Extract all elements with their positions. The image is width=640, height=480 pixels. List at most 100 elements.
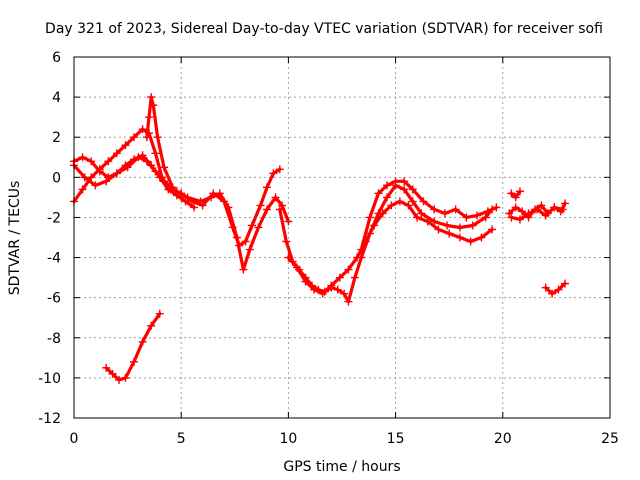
data-point	[365, 213, 374, 222]
y-tick-label: -2	[47, 210, 61, 226]
data-point	[391, 177, 400, 186]
series-track-f	[275, 181, 497, 306]
y-axis-label: SDTVAR / TECUs	[7, 181, 23, 296]
data-point	[462, 213, 471, 222]
data-point	[80, 173, 89, 182]
data-point	[168, 183, 177, 192]
data-point	[115, 375, 124, 384]
data-point	[505, 209, 514, 218]
data-point	[374, 189, 383, 198]
data-point	[383, 181, 392, 190]
data-point	[239, 265, 248, 274]
series-track-d	[142, 93, 186, 202]
data-point	[383, 193, 392, 202]
data-series	[70, 93, 569, 384]
data-point	[455, 223, 464, 232]
series-track-h	[357, 177, 501, 254]
data-point	[492, 203, 501, 212]
data-point	[515, 187, 524, 196]
data-point	[419, 197, 428, 206]
data-point	[145, 113, 154, 122]
data-point	[155, 309, 164, 318]
data-point	[190, 203, 199, 212]
data-point	[147, 321, 156, 330]
y-tick-label: -10	[38, 371, 61, 387]
data-point	[558, 205, 567, 214]
y-tick-label: 0	[52, 170, 61, 186]
chart-title: Day 321 of 2023, Sidereal Day-to-day VTE…	[45, 21, 603, 37]
data-point	[327, 281, 336, 290]
x-tick-label: 15	[387, 431, 405, 447]
data-point	[408, 185, 417, 194]
data-point	[142, 133, 151, 142]
data-point	[554, 285, 563, 294]
data-point	[245, 245, 254, 254]
data-point	[511, 193, 520, 202]
data-point	[350, 273, 359, 282]
data-point	[443, 221, 452, 230]
data-point	[357, 245, 366, 254]
data-point	[488, 225, 497, 234]
data-point	[160, 163, 169, 172]
data-point	[404, 201, 413, 210]
data-point	[284, 217, 293, 226]
data-point	[445, 229, 454, 238]
data-point	[468, 221, 477, 230]
data-point	[181, 197, 190, 206]
data-point	[378, 209, 387, 218]
data-point	[550, 203, 559, 212]
data-point	[262, 205, 271, 214]
data-point	[400, 177, 409, 186]
data-point	[121, 373, 130, 382]
data-point	[387, 201, 396, 210]
data-point	[282, 237, 291, 246]
data-point	[473, 211, 482, 220]
y-tick-label: -4	[47, 251, 61, 267]
data-point	[207, 193, 216, 202]
data-point	[256, 201, 265, 210]
x-tick-label: 10	[279, 431, 297, 447]
data-point	[370, 221, 379, 230]
data-point	[269, 169, 278, 178]
data-point	[147, 93, 156, 102]
series-track-l	[541, 279, 569, 298]
data-point	[254, 223, 263, 232]
y-tick-label: 4	[52, 90, 61, 106]
data-point	[104, 157, 113, 166]
series-line	[104, 312, 162, 382]
data-point	[277, 201, 286, 210]
axis-ticks: 0 5 10 15 20 25 -12 -10 -8 -6 -4 -2 0 2 4 6	[38, 50, 619, 447]
data-point	[400, 185, 409, 194]
y-tick-label: 2	[52, 130, 61, 146]
data-point	[149, 101, 158, 110]
data-point	[104, 173, 113, 182]
series-track-j	[507, 203, 567, 224]
series-track-a	[70, 125, 284, 250]
data-point	[344, 265, 353, 274]
data-point	[511, 203, 520, 212]
data-point	[395, 197, 404, 206]
data-point	[224, 203, 233, 212]
x-tick-label: 20	[494, 431, 512, 447]
data-point	[310, 285, 319, 294]
data-point	[340, 289, 349, 298]
data-point	[466, 237, 475, 246]
data-point	[164, 185, 173, 194]
data-point	[440, 209, 449, 218]
data-point	[455, 233, 464, 242]
data-point	[430, 205, 439, 214]
data-point	[524, 209, 533, 218]
data-point	[262, 183, 271, 192]
data-point	[481, 213, 490, 222]
y-tick-label: -8	[47, 331, 61, 347]
x-axis-label: GPS time / hours	[283, 459, 400, 475]
data-point	[518, 207, 527, 216]
y-tick-label: -12	[38, 411, 61, 427]
data-point	[155, 173, 164, 182]
data-point	[198, 201, 207, 210]
data-point	[147, 161, 156, 170]
data-point	[423, 217, 432, 226]
data-point	[292, 263, 301, 272]
data-point	[434, 225, 443, 234]
